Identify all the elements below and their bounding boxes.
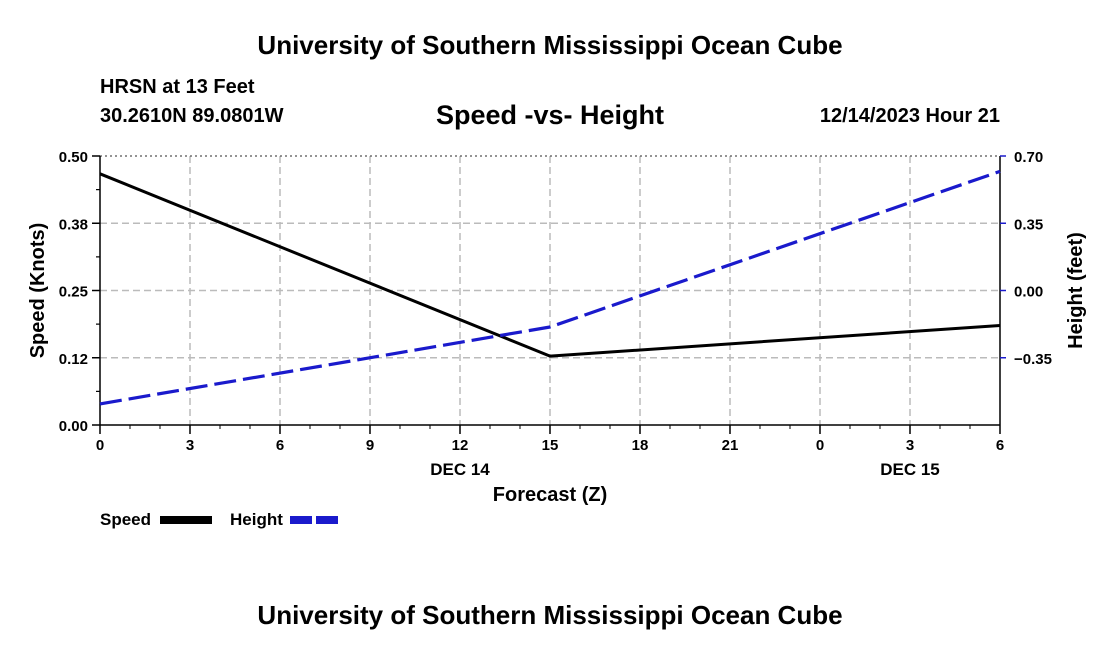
y-tick-label-left: 0.12 [59,351,88,368]
y-tick-label-left: 0.25 [59,284,88,301]
forecast-datetime: 12/14/2023 Hour 21 [819,105,1000,127]
legend-speed-swatch [160,516,212,524]
y-tick-label-right: 0.35 [1014,216,1043,233]
x-tick-label: 12 [452,437,469,454]
station-label: HRSN at 13 Feet [100,76,255,98]
date-label: DEC 14 [430,460,490,479]
y-tick-label-right: 0.00 [1014,284,1043,301]
x-tick-label: 9 [366,437,374,454]
y-tick-label-left: 0.50 [59,149,88,166]
page-title-bottom: University of Southern Mississippi Ocean… [257,600,843,630]
y-tick-label-right: 0.70 [1014,149,1043,166]
legend-height-swatch [290,516,342,524]
x-tick-label: 3 [186,437,194,454]
x-axis-title: Forecast (Z) [493,484,607,506]
y-axis-title-left: Speed (Knots) [27,223,49,359]
x-tick-label: 21 [722,437,739,454]
x-tick-label: 0 [816,437,824,454]
legend-height-label: Height [230,510,283,529]
y-axis-title-right: Height (feet) [1065,232,1087,349]
x-tick-label: 6 [276,437,284,454]
x-tick-label: 6 [996,437,1004,454]
date-label: DEC 15 [880,460,940,479]
y-tick-label-left: 0.38 [59,216,88,233]
y-tick-label-left: 0.00 [59,418,88,435]
x-tick-label: 0 [96,437,104,454]
x-tick-label: 15 [542,437,559,454]
chart-title: Speed -vs- Height [435,100,665,130]
x-tick-label: 18 [632,437,649,454]
x-tick-label: 3 [906,437,914,454]
y-tick-label-right: −0.35 [1014,351,1052,368]
legend-speed-label: Speed [100,510,152,529]
page-title-top: University of Southern Mississippi Ocean… [257,30,843,60]
station-coordinates: 30.2610N 89.0801W [100,105,284,127]
